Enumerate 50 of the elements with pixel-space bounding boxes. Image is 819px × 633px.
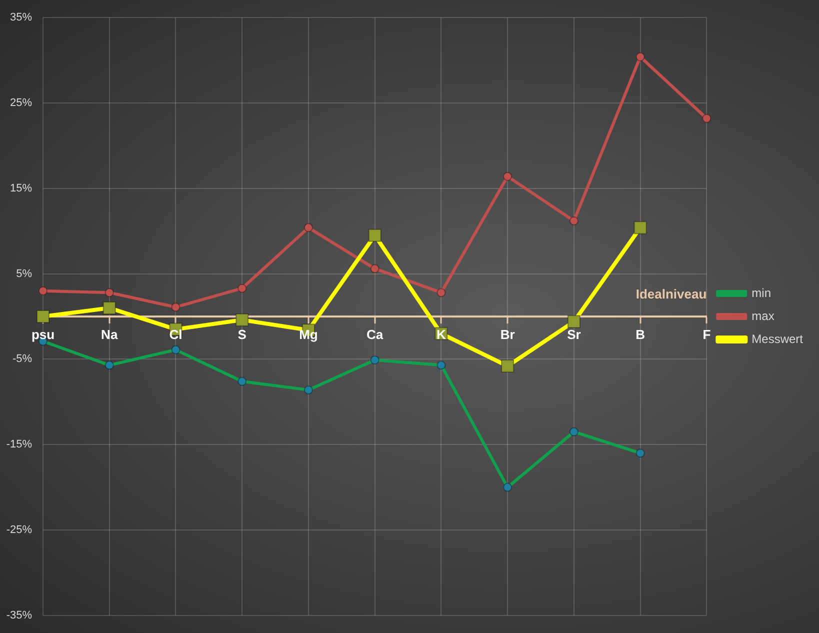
point xyxy=(634,221,647,234)
point xyxy=(569,216,578,226)
legend-label: Messwert xyxy=(752,332,804,346)
x-tick-label: Cl xyxy=(169,326,182,342)
point xyxy=(636,448,645,458)
y-tick-label: 25% xyxy=(10,97,32,110)
point xyxy=(304,223,313,232)
point xyxy=(567,315,580,328)
point xyxy=(501,360,514,373)
point xyxy=(236,313,249,326)
point xyxy=(503,482,512,492)
point xyxy=(569,427,578,436)
y-tick-label: -35% xyxy=(6,609,32,622)
point xyxy=(370,264,380,274)
point xyxy=(171,345,180,354)
x-tick-label: Na xyxy=(101,326,118,342)
x-tick-label: Br xyxy=(500,326,515,342)
point xyxy=(171,302,180,312)
point xyxy=(702,114,712,123)
point xyxy=(436,360,446,370)
point xyxy=(238,376,247,386)
point xyxy=(370,356,380,365)
x-tick-label: B xyxy=(636,326,645,342)
y-tick-label: 5% xyxy=(16,268,32,280)
point xyxy=(102,301,116,314)
point xyxy=(636,52,645,62)
x-tick-label: Ca xyxy=(366,326,384,342)
point xyxy=(36,310,50,324)
x-tick-label: S xyxy=(238,326,247,342)
point xyxy=(368,228,382,242)
point xyxy=(503,172,512,181)
point xyxy=(436,288,446,298)
point xyxy=(104,288,114,298)
point xyxy=(238,284,247,293)
point xyxy=(104,360,114,370)
x-tick-label: Mg xyxy=(299,326,318,342)
y-tick-label: -15% xyxy=(6,438,32,451)
legend-label: min xyxy=(752,286,772,300)
y-tick-label: -5% xyxy=(12,353,32,366)
x-tick-label: F xyxy=(702,326,711,342)
legend-label: max xyxy=(752,308,774,323)
y-tick-label: 15% xyxy=(10,182,32,194)
point xyxy=(304,385,313,394)
y-tick-label: 35% xyxy=(10,12,32,24)
x-tick-label: K xyxy=(436,326,446,342)
x-tick-label: Sr xyxy=(567,326,581,342)
annotation: Idealniveau xyxy=(636,286,707,302)
y-tick-label: -25% xyxy=(6,524,32,536)
x-tick-label: psu xyxy=(31,326,55,342)
point xyxy=(38,286,48,296)
